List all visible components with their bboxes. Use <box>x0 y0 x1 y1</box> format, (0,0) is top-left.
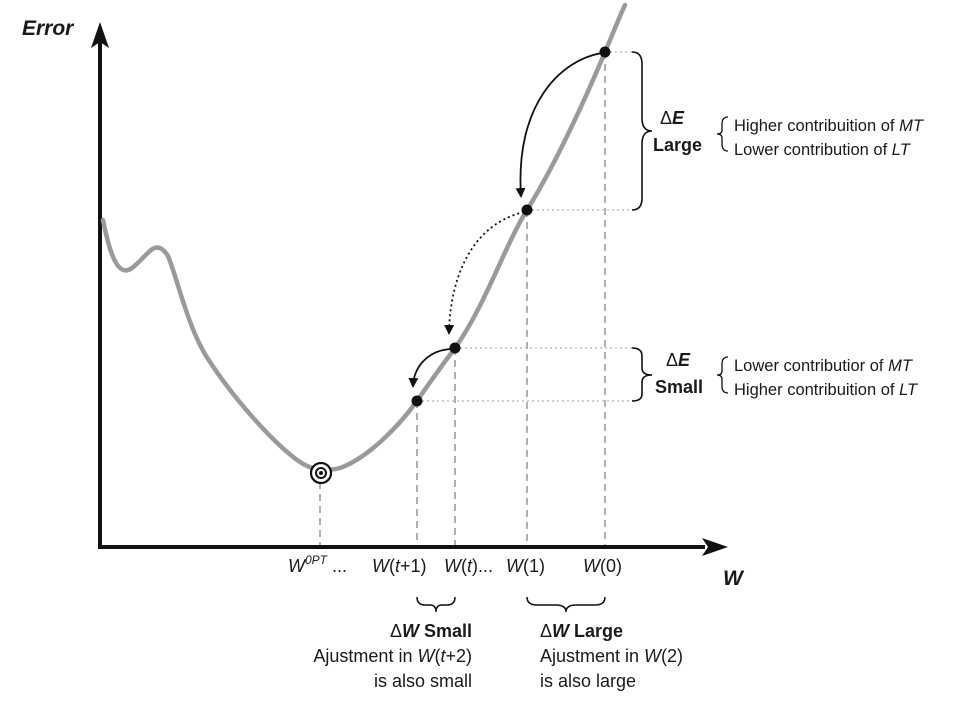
vertical-guides <box>319 52 606 545</box>
brace-delta-w-large <box>526 596 606 613</box>
point-wt1 <box>411 395 423 407</box>
axes <box>91 22 728 556</box>
delta-e-small-size: Small <box>655 377 703 397</box>
tick-wt1: W(t+1) <box>372 556 427 576</box>
point-wt <box>449 342 461 354</box>
delta-w-large-line2: Ajustment in W(2) <box>540 646 683 666</box>
tick-w0: W(0) <box>583 556 622 576</box>
error-curve <box>100 2 628 473</box>
step-arrow-small <box>408 348 452 388</box>
delta-e-large-symbol: ΔE <box>660 108 685 128</box>
iteration-points <box>411 46 611 407</box>
step-arrow-dotted <box>444 211 525 335</box>
horizontal-guides <box>417 51 632 402</box>
delta-e-small-line1: Lower contributior of MT <box>734 357 914 375</box>
delta-w-large-title: ΔW Large <box>540 621 623 641</box>
delta-e-large-line2: Lower contribution of LT <box>734 141 912 159</box>
delta-e-large-line1: Higher contribuition of MT <box>734 117 925 135</box>
point-w0 <box>599 46 611 58</box>
delta-w-small-line3: is also small <box>374 671 472 691</box>
brace-delta-e-large <box>631 51 653 211</box>
delta-w-small-title: ΔW Small <box>390 621 472 641</box>
y-axis-arrow-icon <box>91 22 109 48</box>
delta-w-small-line2: Ajustment in W(t+2) <box>313 646 472 666</box>
tick-wt: W(t)... <box>444 556 493 576</box>
delta-e-small-line2: Higher contribuition of LT <box>734 381 919 399</box>
y-axis-title: Error <box>22 17 75 40</box>
note-brace-large <box>716 116 729 152</box>
delta-w-large-line3: is also large <box>540 671 636 691</box>
delta-e-small-symbol: ΔE <box>666 350 691 370</box>
x-axis-arrow-icon <box>702 538 728 556</box>
brace-delta-e-small <box>631 347 653 402</box>
tick-w1: W(1) <box>506 556 545 576</box>
x-axis-title: W <box>723 567 745 590</box>
delta-e-large-size: Large <box>653 135 702 155</box>
note-brace-small <box>716 356 729 394</box>
brace-delta-w-small <box>416 596 456 613</box>
point-w1 <box>521 204 533 216</box>
tick-wopt: W0PT ... <box>288 553 347 576</box>
optimum-target-icon <box>309 461 333 485</box>
step-arrow-large <box>515 52 603 198</box>
